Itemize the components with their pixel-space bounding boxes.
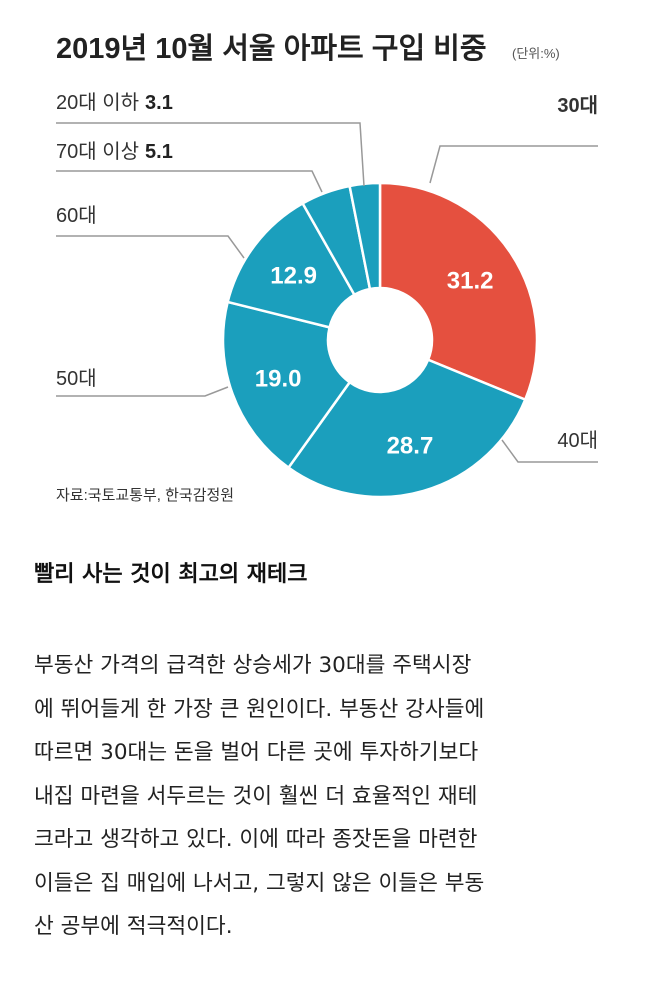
category-label: 30대 [557,94,598,117]
leader-line [56,235,245,259]
article-paragraph: 부동산 가격의 급격한 상승세가 30대를 주택시장 에 뛰어들게 한 가장 큰… [34,644,634,949]
paragraph-line: 부동산 가격의 급격한 상승세가 30대를 주택시장 [34,653,472,678]
leader-line [56,122,365,187]
paragraph-line: 에 뛰어들게 한 가장 큰 원인이다. 부동산 강사들에 [34,696,485,722]
data-label: 3.1 [145,92,173,114]
data-label: 5.1 [145,141,173,163]
paragraph-line: 내집 마련을 서두르는 것이 훨씬 더 효율적인 재테 [34,783,478,809]
slice-3 [226,201,357,329]
paragraph-line: 산 공부에 적극적이다. [34,914,233,939]
category-label: 70대 이상 5.1 [56,140,173,163]
chart-source: 자료:국토교통부, 한국감정원 [56,487,234,504]
data-label: 19.0 [255,365,302,392]
data-label: 31.2 [447,268,494,295]
slice-0 [378,181,539,402]
article-headline: 빨리 사는 것이 최고의 재테크 [34,562,308,587]
leader-line [56,170,323,193]
data-label: 12.9 [270,262,317,289]
donut-chart: 2019년 10월 서울 아파트 구입 비중 (단위:%) 31.2 28.7 19… [56,32,598,504]
leader-line [56,386,229,397]
leader-line [501,439,598,463]
data-label: 28.7 [387,432,434,459]
leader-line [429,145,598,184]
paragraph-line: 따르면 30대는 돈을 벌어 다른 곳에 투자하기보다 [34,740,479,765]
paragraph-line: 크라고 생각하고 있다. 이에 따라 종잣돈을 마련한 [34,827,478,852]
chart-unit: (단위:%) [512,46,560,61]
category-label: 20대 이하 3.1 [56,91,173,114]
category-label: 50대 [56,367,97,390]
slice-5 [348,181,382,291]
slice-1 [286,358,527,499]
paragraph-line: 이들은 집 매입에 나서고, 그렇지 않은 이들은 부동 [34,870,485,896]
category-label: 60대 [56,204,97,227]
slice-2 [221,300,352,470]
category-label: 40대 [557,429,598,452]
chart-title: 2019년 10월 서울 아파트 구입 비중 [56,32,487,65]
